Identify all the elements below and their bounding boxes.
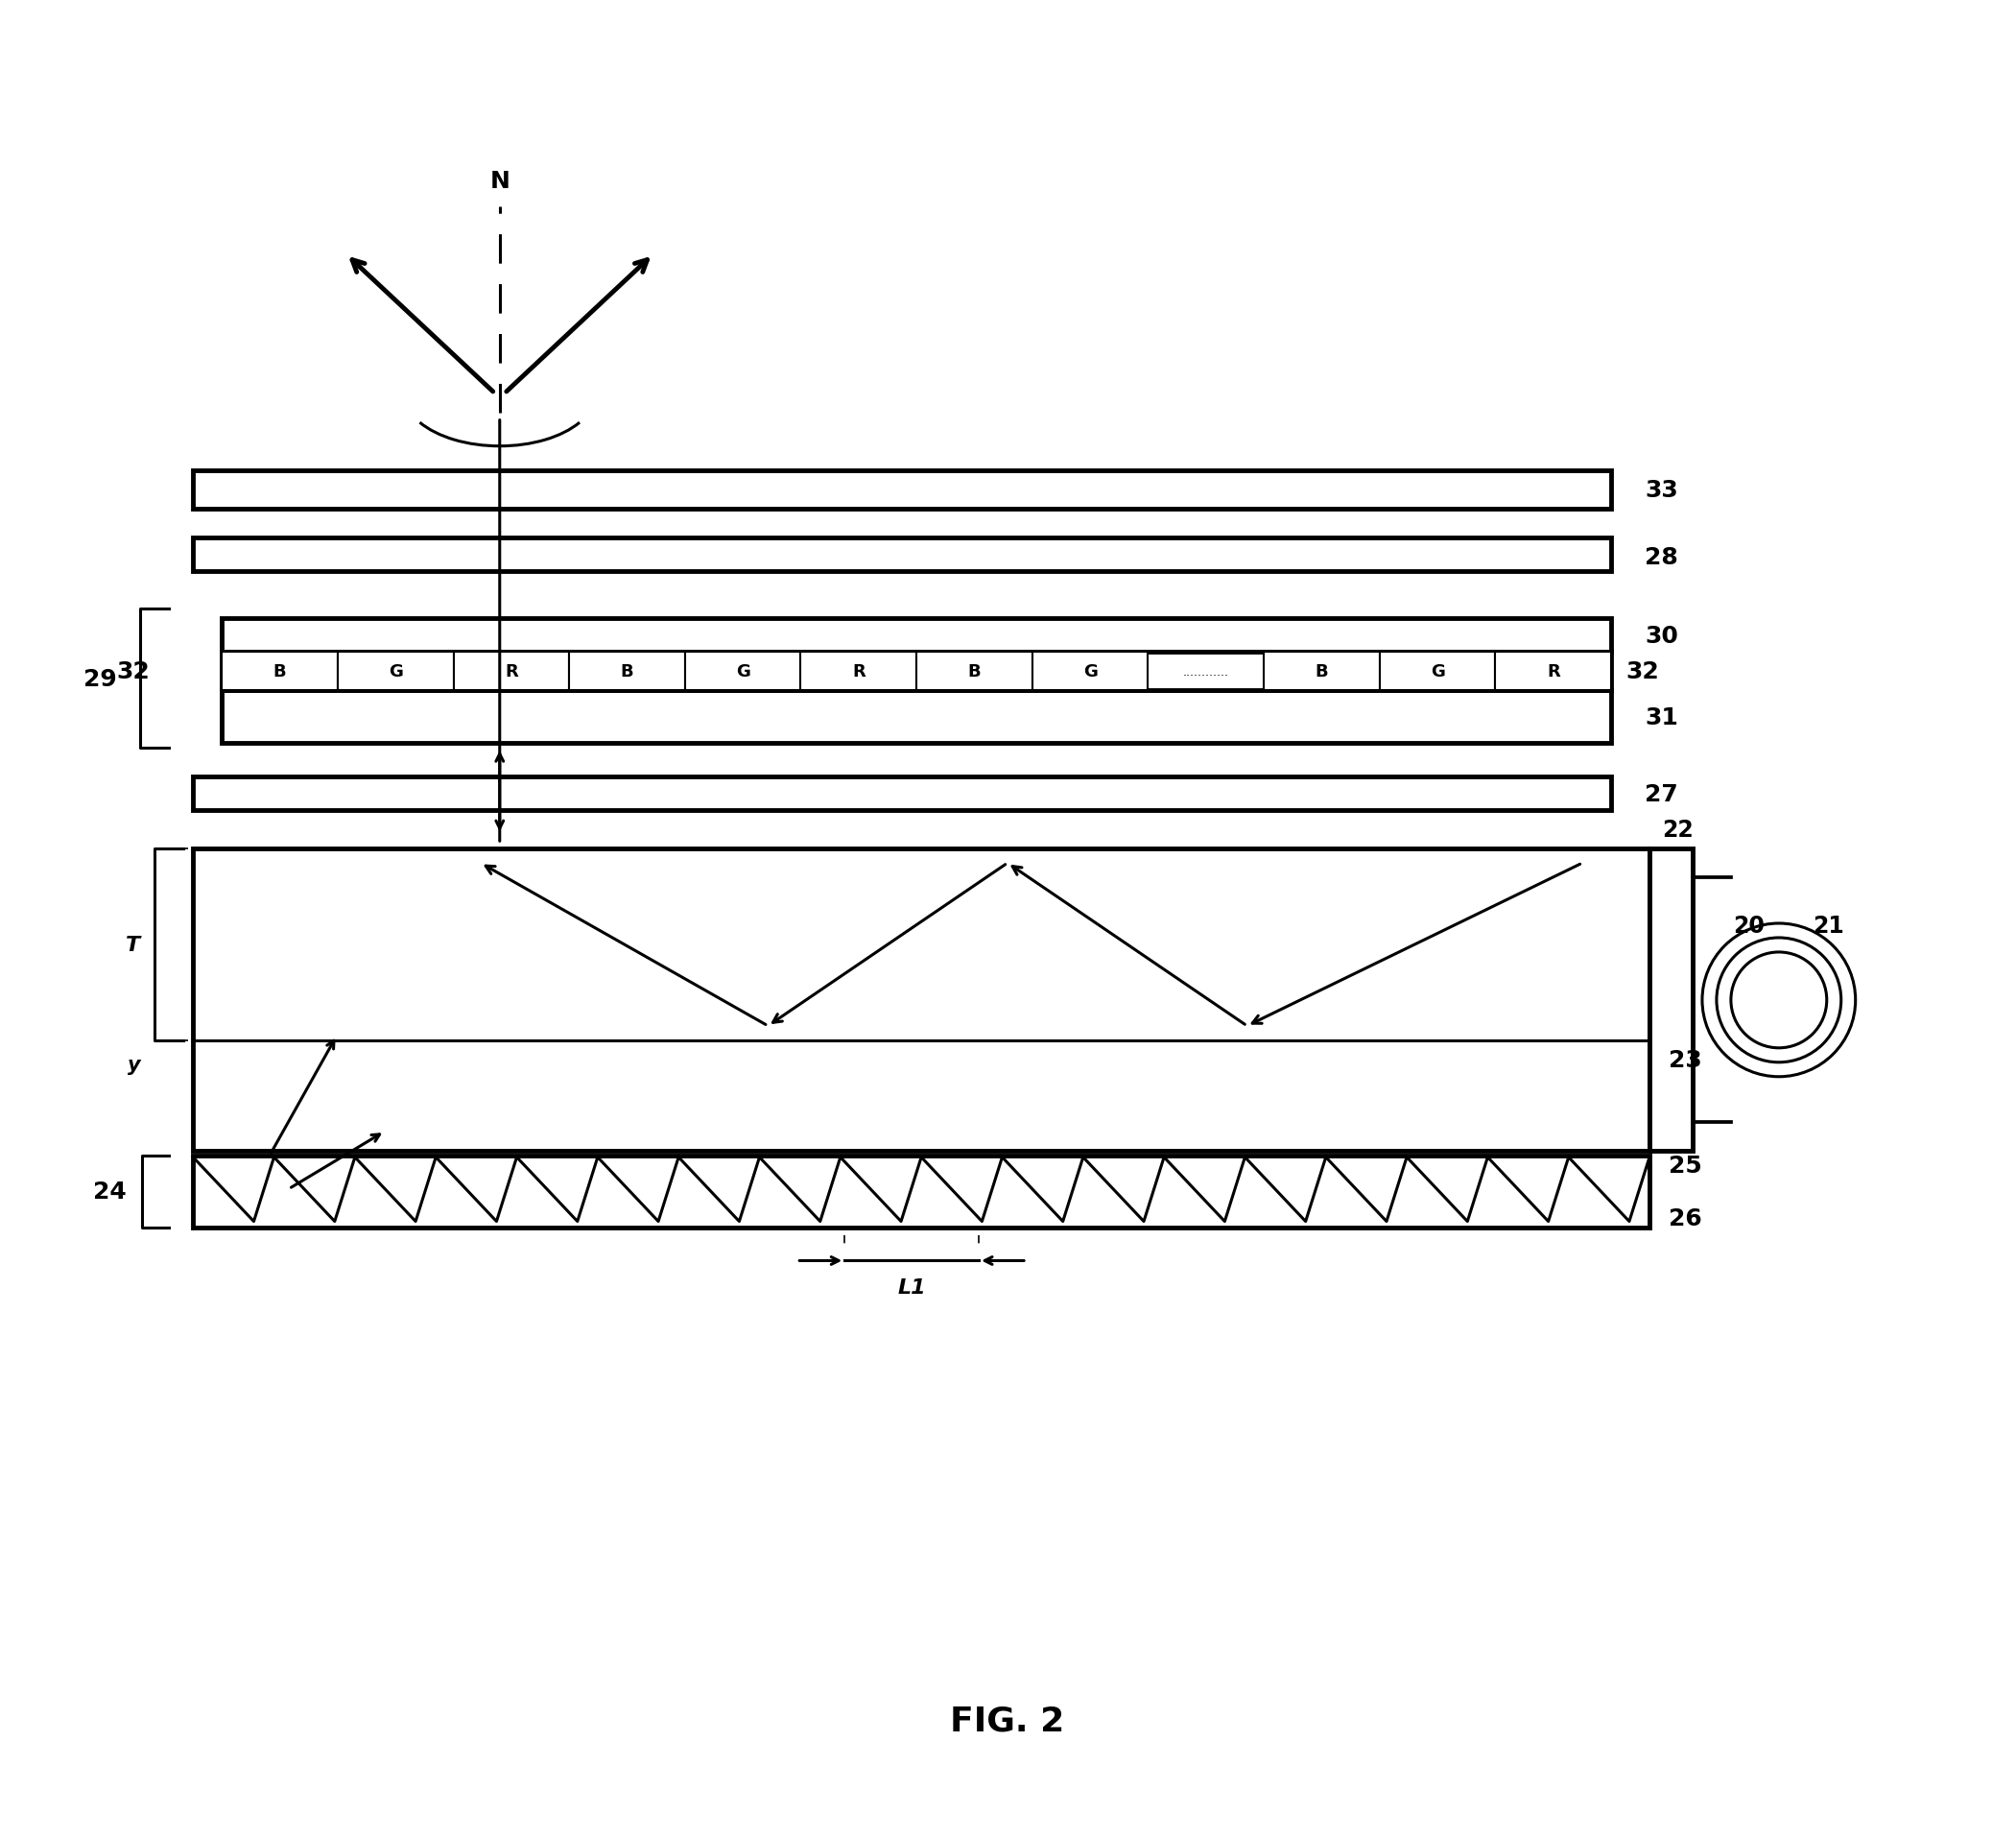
Text: 21: 21 [1812,915,1845,937]
Text: B: B [968,663,982,680]
Bar [454,652,569,691]
Text: 33: 33 [1645,478,1677,502]
Bar [337,652,454,691]
Bar [1032,652,1147,691]
Text: 22: 22 [1663,819,1693,841]
Text: 30: 30 [1645,625,1677,648]
Text: 20: 20 [1734,915,1764,937]
Text: 26: 26 [1669,1207,1702,1229]
Text: N: N [490,169,510,193]
Text: R: R [1546,663,1560,680]
Text: 32: 32 [1625,659,1659,683]
Bar [222,691,1611,744]
Text: ............: ............ [1183,665,1230,678]
Text: G: G [1431,663,1445,680]
Text: 23: 23 [1669,1049,1702,1071]
Bar [222,652,1611,691]
Bar [1496,652,1611,691]
Text: 28: 28 [1645,546,1677,568]
Text: G: G [389,663,403,680]
Bar [569,652,685,691]
Text: L1: L1 [897,1279,925,1297]
Bar [194,1155,1649,1227]
Text: B: B [1314,663,1329,680]
Text: B: B [621,663,633,680]
Bar [685,652,800,691]
Bar [1649,849,1693,1150]
Bar [222,619,1611,652]
Text: 29: 29 [83,667,117,691]
Text: 32: 32 [117,659,149,683]
Bar [194,538,1611,571]
Bar [1264,652,1379,691]
Text: 25: 25 [1669,1154,1702,1178]
Text: R: R [853,663,865,680]
Text: R: R [504,663,518,680]
Text: B: B [274,663,286,680]
Bar [1379,652,1496,691]
Text: G: G [1083,663,1097,680]
Text: FIG. 2: FIG. 2 [950,1705,1064,1738]
Text: G: G [736,663,750,680]
Bar [800,652,917,691]
Text: 27: 27 [1645,783,1677,806]
Bar [194,470,1611,509]
Text: y: y [127,1054,141,1075]
Bar [222,652,337,691]
Bar [917,652,1032,691]
Text: T: T [125,935,141,955]
Bar [194,777,1611,810]
Bar [194,849,1649,1150]
Text: 31: 31 [1645,705,1677,729]
Text: 24: 24 [93,1179,127,1203]
